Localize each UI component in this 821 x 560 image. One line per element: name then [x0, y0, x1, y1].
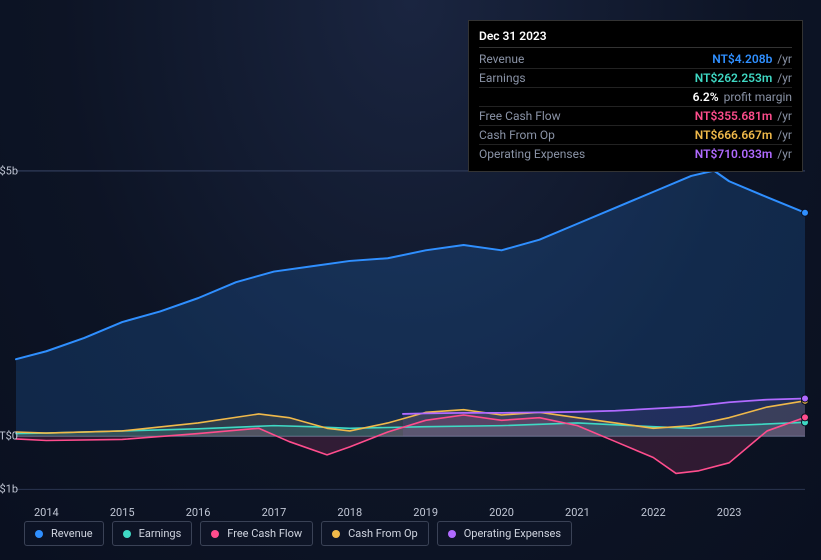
legend-item[interactable]: Cash From Op — [321, 521, 429, 546]
legend-label: Operating Expenses — [464, 527, 561, 540]
tooltip-row: Earnings NT$262.253m /yr — [479, 69, 792, 88]
y-axis-label: -NT$1b — [0, 483, 18, 496]
x-axis-label: 2015 — [110, 506, 135, 519]
x-axis-label: 2023 — [717, 506, 742, 519]
tooltip-value: 6.2% profit margin — [693, 90, 792, 104]
x-axis-label: 2014 — [34, 506, 59, 519]
y-axis-label: NT$5b — [0, 164, 18, 177]
tooltip-label: Earnings — [479, 71, 526, 85]
tooltip-label: Operating Expenses — [479, 147, 585, 161]
chart-svg[interactable] — [16, 160, 805, 500]
tooltip-value: NT$4.208b /yr — [712, 52, 792, 66]
y-axis-label: NT$0 — [0, 430, 18, 443]
legend-item[interactable]: Operating Expenses — [437, 521, 572, 546]
legend-dot-icon — [35, 530, 43, 538]
legend-dot-icon — [448, 530, 456, 538]
tooltip-label: Revenue — [479, 52, 524, 66]
tooltip-value: NT$262.253m /yr — [695, 71, 792, 85]
tooltip-date: Dec 31 2023 — [479, 29, 792, 48]
tooltip-label: Cash From Op — [479, 128, 555, 142]
tooltip-label: Free Cash Flow — [479, 109, 561, 123]
chart-area: NT$5bNT$0-NT$1b2014201520162017201820192… — [16, 160, 805, 500]
x-axis-label: 2016 — [186, 506, 211, 519]
tooltip-row: Revenue NT$4.208b /yr — [479, 50, 792, 69]
x-axis-label: 2021 — [565, 506, 590, 519]
legend-dot-icon — [211, 530, 219, 538]
tooltip-row: Free Cash Flow NT$355.681m /yr — [479, 107, 792, 126]
legend-item[interactable]: Earnings — [112, 521, 193, 546]
x-axis-label: 2017 — [262, 506, 287, 519]
legend-item[interactable]: Revenue — [24, 521, 104, 546]
x-axis-label: 2022 — [641, 506, 666, 519]
legend-label: Earnings — [139, 527, 182, 540]
tooltip-row: Operating Expenses NT$710.033m /yr — [479, 145, 792, 163]
tooltip-row: Cash From Op NT$666.667m /yr — [479, 126, 792, 145]
legend-dot-icon — [123, 530, 131, 538]
tooltip-rows: Revenue NT$4.208b /yr Earnings NT$262.253m … — [479, 50, 792, 163]
legend-item[interactable]: Free Cash Flow — [200, 521, 313, 546]
tooltip-value: NT$355.681m /yr — [695, 109, 792, 123]
legend-dot-icon — [332, 530, 340, 538]
data-tooltip: Dec 31 2023 Revenue NT$4.208b /yr Earnings… — [468, 20, 803, 172]
x-axis-label: 2018 — [337, 506, 362, 519]
x-axis-label: 2019 — [413, 506, 438, 519]
tooltip-row: 6.2% profit margin — [479, 88, 792, 107]
tooltip-value: NT$710.033m /yr — [695, 147, 792, 161]
legend-label: Cash From Op — [348, 527, 418, 540]
x-axis-label: 2020 — [489, 506, 514, 519]
legend-label: Free Cash Flow — [227, 527, 302, 540]
legend-label: Revenue — [51, 527, 93, 540]
legend: Revenue Earnings Free Cash Flow Cash From O… — [24, 521, 572, 546]
tooltip-value: NT$666.667m /yr — [695, 128, 792, 142]
